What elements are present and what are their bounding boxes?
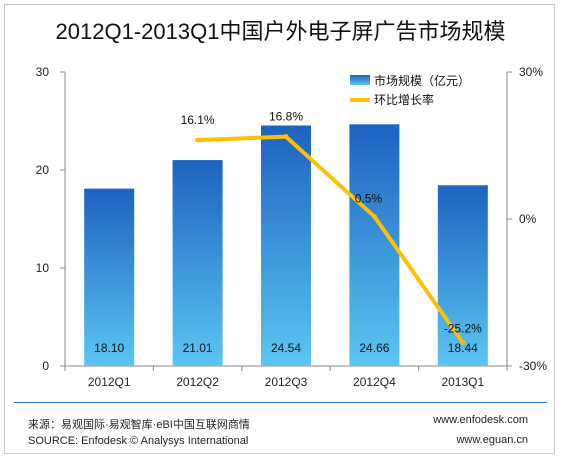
bar (349, 124, 400, 366)
y-right-tick-label: 0% (519, 212, 537, 226)
bar-value-label: 24.54 (271, 341, 301, 355)
bar (261, 125, 311, 367)
growth-value-label: 16.1% (181, 113, 215, 127)
y-right-tick-label: -30% (519, 359, 547, 373)
footer-divider (14, 402, 547, 403)
growth-value-label: 0.5% (355, 192, 383, 206)
footer-url-eguan: www.eguan.cn (456, 434, 528, 446)
growth-line (197, 134, 465, 344)
footer-url-enfodesk: www.enfodesk.com (433, 414, 528, 426)
y-left-tick-label: 0 (42, 359, 49, 373)
growth-value-label: 16.8% (269, 110, 303, 124)
legend-label-bar: 市场规模（亿元） (374, 73, 470, 88)
bar-value-label: 18.44 (448, 341, 478, 355)
growth-value-label: -25.2% (444, 321, 482, 335)
x-tick-label: 2012Q4 (353, 375, 396, 389)
bar-value-label: 21.01 (183, 341, 213, 355)
x-tick-label: 2012Q1 (88, 375, 131, 389)
bar-value-label: 18.10 (94, 341, 124, 355)
x-tick-label: 2012Q2 (176, 375, 219, 389)
y-right-tick-label: 30% (519, 65, 543, 79)
footer-source-en: SOURCE: Enfodesk © Analysys Internationa… (28, 435, 249, 447)
x-tick-label: 2012Q3 (265, 375, 308, 389)
bar (84, 188, 135, 366)
chart-canvas: 0 10 20 30 -30% 0% 30% 2012Q1 2012Q2 2012Q3 2012Q4… (36, 65, 548, 389)
footer-source-cn: 来源：易观国际·易观智库·eBI中国互联网商情 (28, 419, 250, 431)
x-tick-label: 2013Q1 (441, 375, 484, 389)
growth-point (371, 214, 377, 220)
legend-label-line: 环比增长率 (374, 92, 434, 107)
growth-point (460, 339, 466, 345)
bar (437, 185, 488, 366)
y-left-tick-label: 20 (36, 163, 50, 177)
bar-value-label: 24.66 (359, 341, 389, 355)
growth-point (283, 134, 289, 140)
growth-point (195, 137, 201, 143)
bar (172, 160, 223, 366)
y-left-tick-label: 10 (36, 261, 50, 275)
y-left-tick-label: 30 (36, 65, 50, 79)
legend-swatch-bar (350, 75, 370, 85)
chart-title: 2012Q1-2013Q1中国户外电子屏广告市场规模 (55, 19, 506, 44)
